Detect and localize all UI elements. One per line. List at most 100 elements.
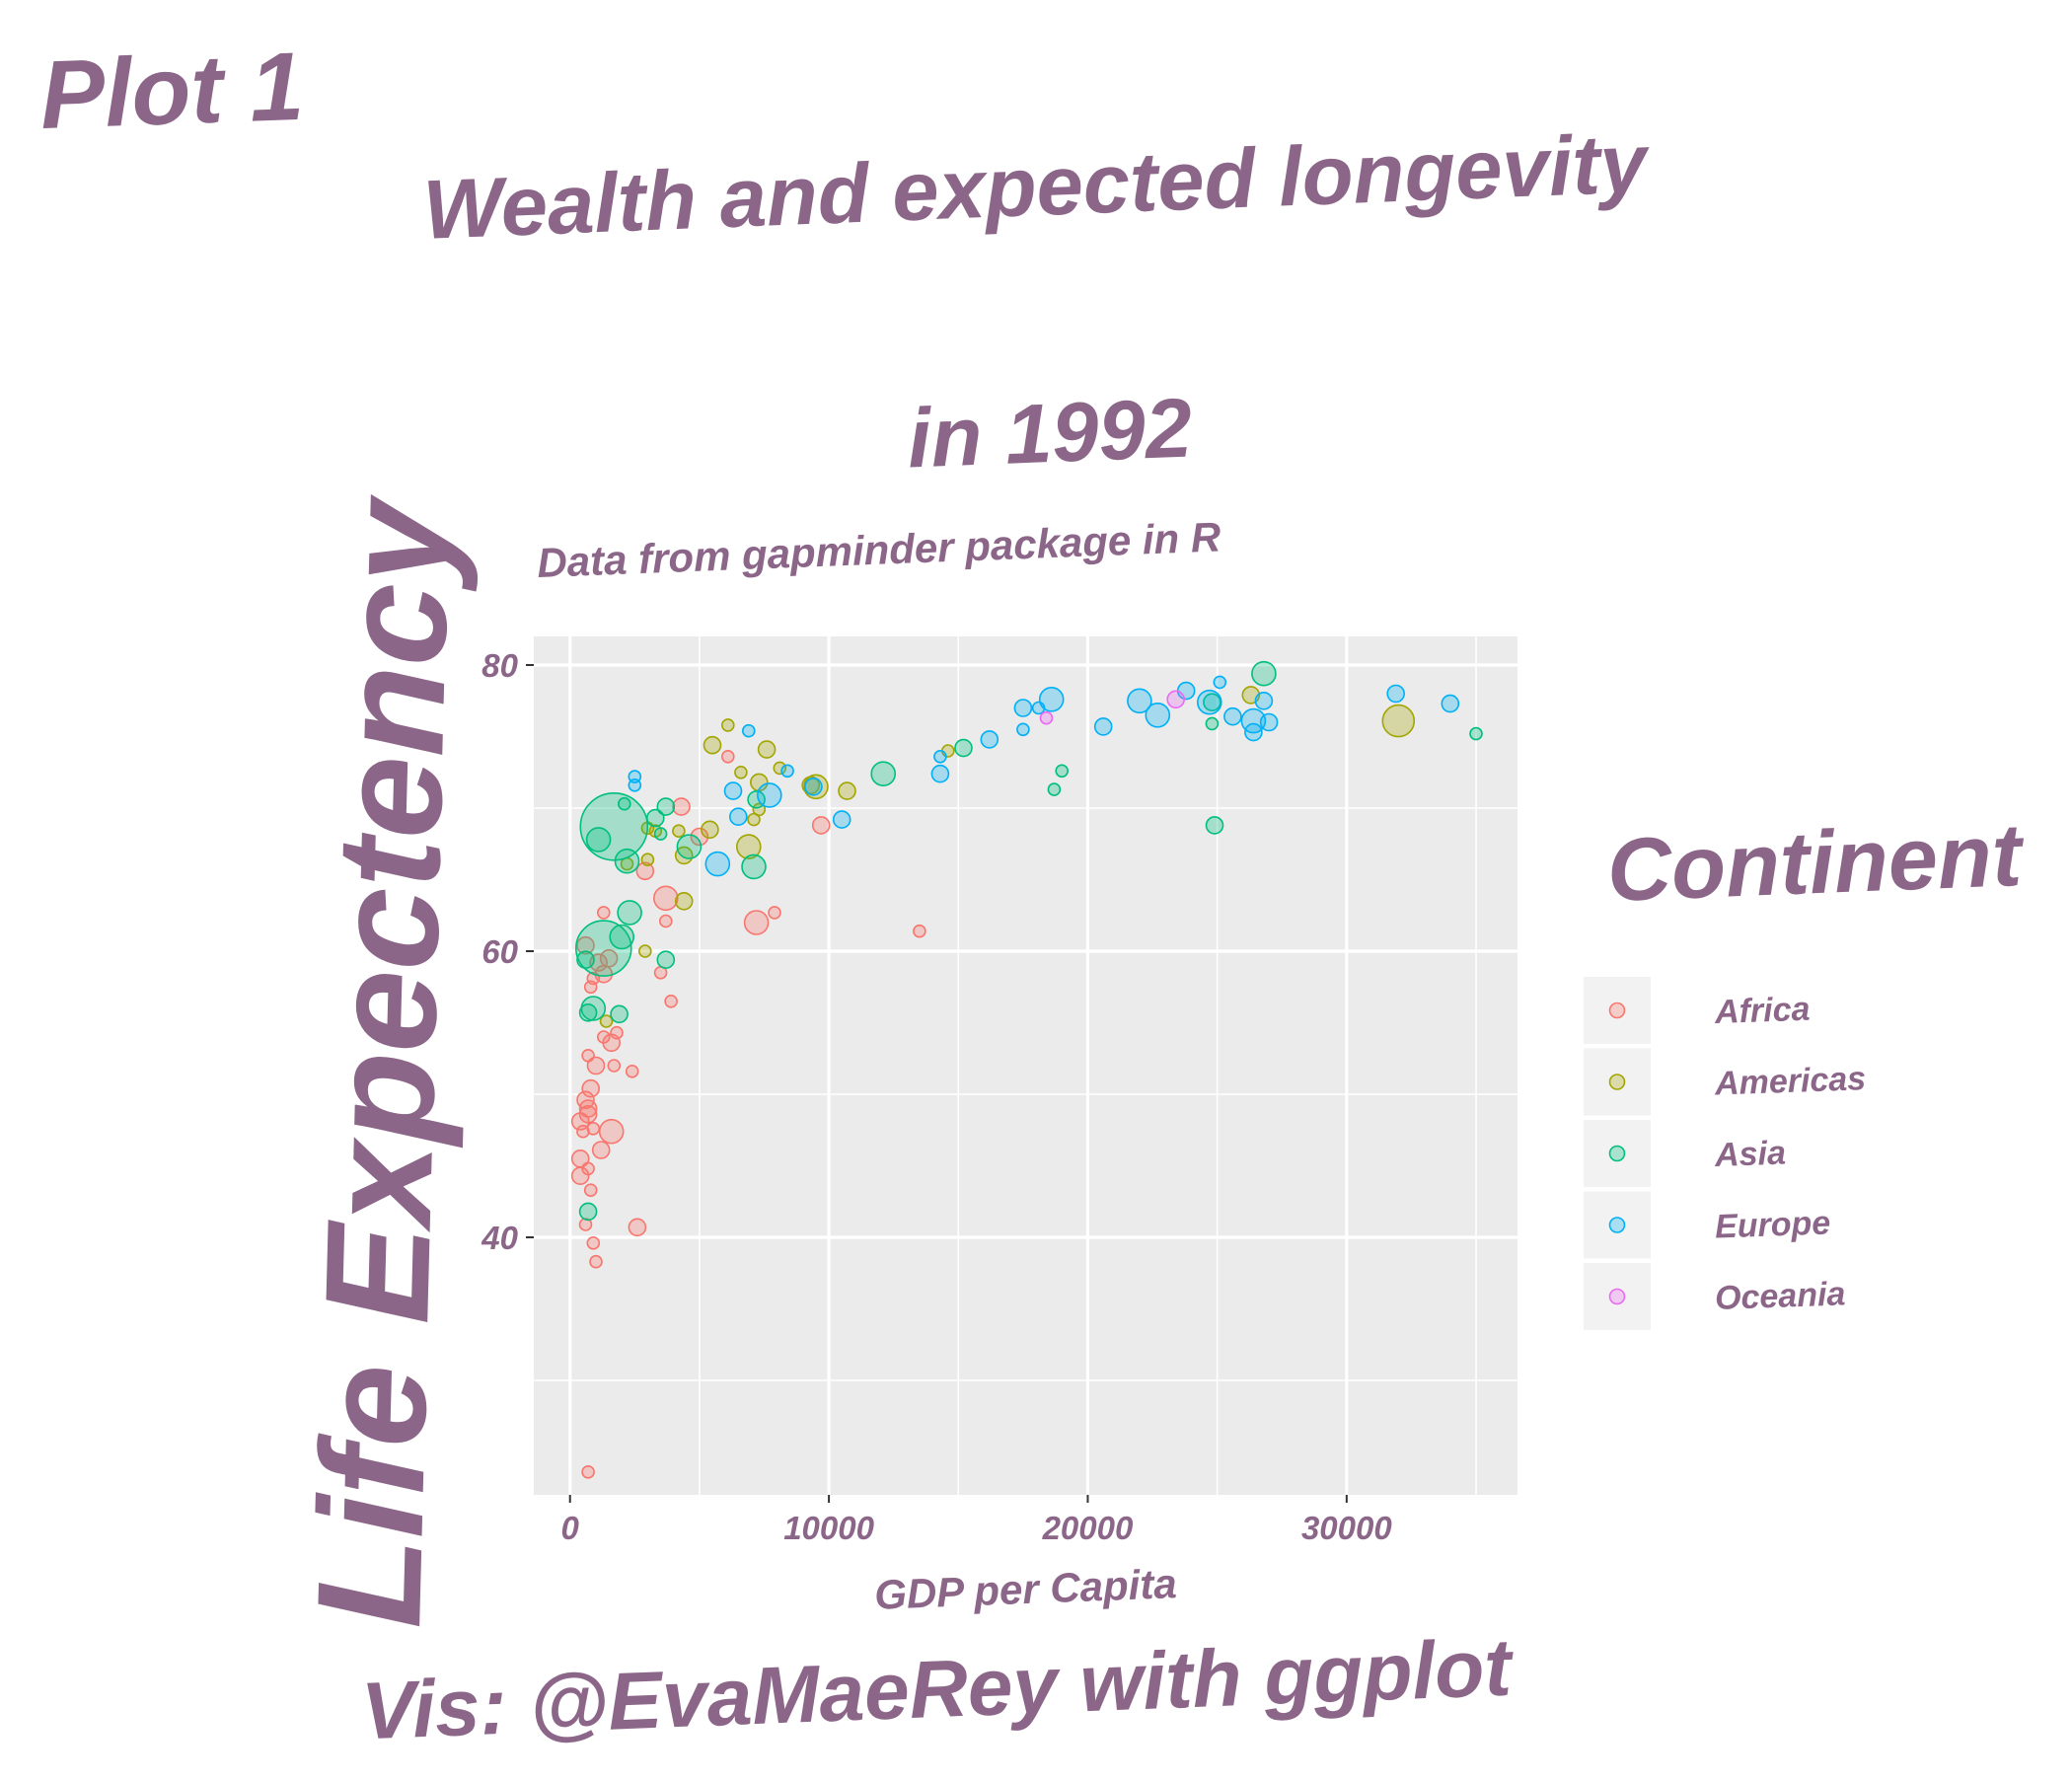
data-point-asia xyxy=(579,791,649,861)
legend-label-africa: Africa xyxy=(1713,991,1811,1031)
data-point-asia xyxy=(645,808,665,828)
data-point-europe xyxy=(1213,675,1227,690)
data-point-africa xyxy=(664,994,678,1008)
data-point-europe xyxy=(780,764,794,779)
data-point-asia xyxy=(578,1202,598,1222)
data-point-africa xyxy=(768,906,781,920)
data-point-africa xyxy=(596,906,611,920)
legend-label-oceania: Oceania xyxy=(1714,1275,1846,1317)
data-point-asia xyxy=(1205,816,1224,835)
x-tick-label: 0 xyxy=(561,1510,580,1546)
data-point-africa xyxy=(652,885,679,912)
data-point-americas xyxy=(703,735,722,755)
data-point-asia xyxy=(1205,716,1220,731)
data-point-europe xyxy=(1145,702,1171,728)
data-point-asia xyxy=(741,853,767,880)
data-point-asia xyxy=(656,950,676,970)
legend-key-symbol xyxy=(1608,1145,1626,1162)
y-tick-label: 80 xyxy=(481,647,518,684)
data-point-africa xyxy=(913,924,926,938)
y-tick-label: 40 xyxy=(481,1220,518,1256)
data-point-americas xyxy=(734,765,748,779)
legend-label-europe: Europe xyxy=(1714,1204,1830,1245)
data-point-africa xyxy=(578,1218,593,1231)
data-point-africa xyxy=(720,749,735,764)
data-point-africa xyxy=(596,1030,611,1044)
data-point-africa xyxy=(607,1059,622,1073)
data-point-africa xyxy=(570,1166,590,1185)
data-point-africa xyxy=(586,1056,606,1076)
legend-title: Continent xyxy=(1605,806,2027,921)
data-point-americas xyxy=(735,834,762,859)
y-tick-label: 60 xyxy=(481,933,518,970)
data-point-asia xyxy=(954,738,973,758)
data-point-europe xyxy=(1013,699,1033,717)
x-axis-label: GDP per Capita xyxy=(873,1560,1177,1618)
data-point-europe xyxy=(728,807,748,827)
data-point-europe xyxy=(1223,706,1242,726)
data-point-europe xyxy=(723,781,743,800)
chart-title-line-2: in 1992 xyxy=(906,382,1194,486)
data-point-africa xyxy=(591,1141,611,1159)
x-tick-label: 30000 xyxy=(1301,1510,1392,1546)
legend-key-symbol xyxy=(1608,1002,1626,1019)
data-point-americas xyxy=(672,824,686,839)
data-point-asia xyxy=(870,761,897,787)
data-point-americas xyxy=(674,846,694,865)
data-point-asia xyxy=(609,924,635,950)
data-point-europe xyxy=(832,810,851,829)
data-point-asia xyxy=(614,848,640,874)
data-point-asia xyxy=(574,920,632,977)
legend-key-symbol xyxy=(1608,1217,1626,1233)
data-point-europe xyxy=(1016,722,1030,737)
data-point-europe xyxy=(1093,717,1113,736)
data-point-europe xyxy=(1038,686,1065,712)
data-point-asia xyxy=(610,1004,629,1024)
data-point-americas xyxy=(701,820,719,840)
data-point-europe xyxy=(930,764,950,783)
data-point-americas xyxy=(599,1014,614,1028)
x-tick-label: 10000 xyxy=(783,1510,874,1546)
data-point-asia xyxy=(1251,660,1277,687)
data-point-europe xyxy=(933,749,947,764)
data-point-europe xyxy=(1197,689,1222,715)
data-point-asia xyxy=(585,827,612,853)
data-point-europe xyxy=(1441,694,1460,713)
data-point-americas xyxy=(637,944,652,958)
data-point-oceania xyxy=(1166,690,1185,709)
data-point-asia xyxy=(1203,693,1221,712)
data-point-africa xyxy=(628,1218,647,1237)
data-point-europe xyxy=(804,777,823,796)
legend-key xyxy=(1584,977,1651,1044)
data-point-asia xyxy=(576,950,595,970)
data-point-asia xyxy=(617,900,642,926)
data-point-europe xyxy=(1386,684,1405,704)
data-point-europe xyxy=(741,723,756,738)
data-point-europe xyxy=(980,730,999,749)
data-point-africa xyxy=(583,1183,598,1197)
data-point-europe xyxy=(628,778,642,792)
legend-key xyxy=(1584,1263,1651,1330)
x-tick-label: 20000 xyxy=(1042,1510,1134,1546)
data-point-asia xyxy=(1047,782,1062,796)
data-point-africa xyxy=(658,914,673,928)
data-point-africa xyxy=(583,980,598,995)
data-point-europe xyxy=(1127,688,1152,714)
data-point-africa xyxy=(743,910,770,935)
data-point-americas xyxy=(674,891,694,911)
plot-panel xyxy=(534,636,1517,1495)
data-point-africa xyxy=(625,1065,639,1078)
legend: Continent Africa Americas Asia Europe Oceani… xyxy=(1584,806,2028,1330)
legend-key xyxy=(1584,1191,1651,1259)
grid-major xyxy=(534,636,1517,1495)
data-point-africa xyxy=(599,948,619,968)
data-point-africa xyxy=(589,1254,603,1269)
plot-tag: Plot 1 xyxy=(38,32,306,149)
data-point-asia xyxy=(1469,726,1483,741)
data-point-americas xyxy=(640,853,655,867)
data-point-oceania xyxy=(1039,710,1054,725)
data-point-africa xyxy=(581,1078,601,1098)
data-point-asia xyxy=(617,796,631,811)
legend-key-symbol xyxy=(1608,1288,1626,1305)
